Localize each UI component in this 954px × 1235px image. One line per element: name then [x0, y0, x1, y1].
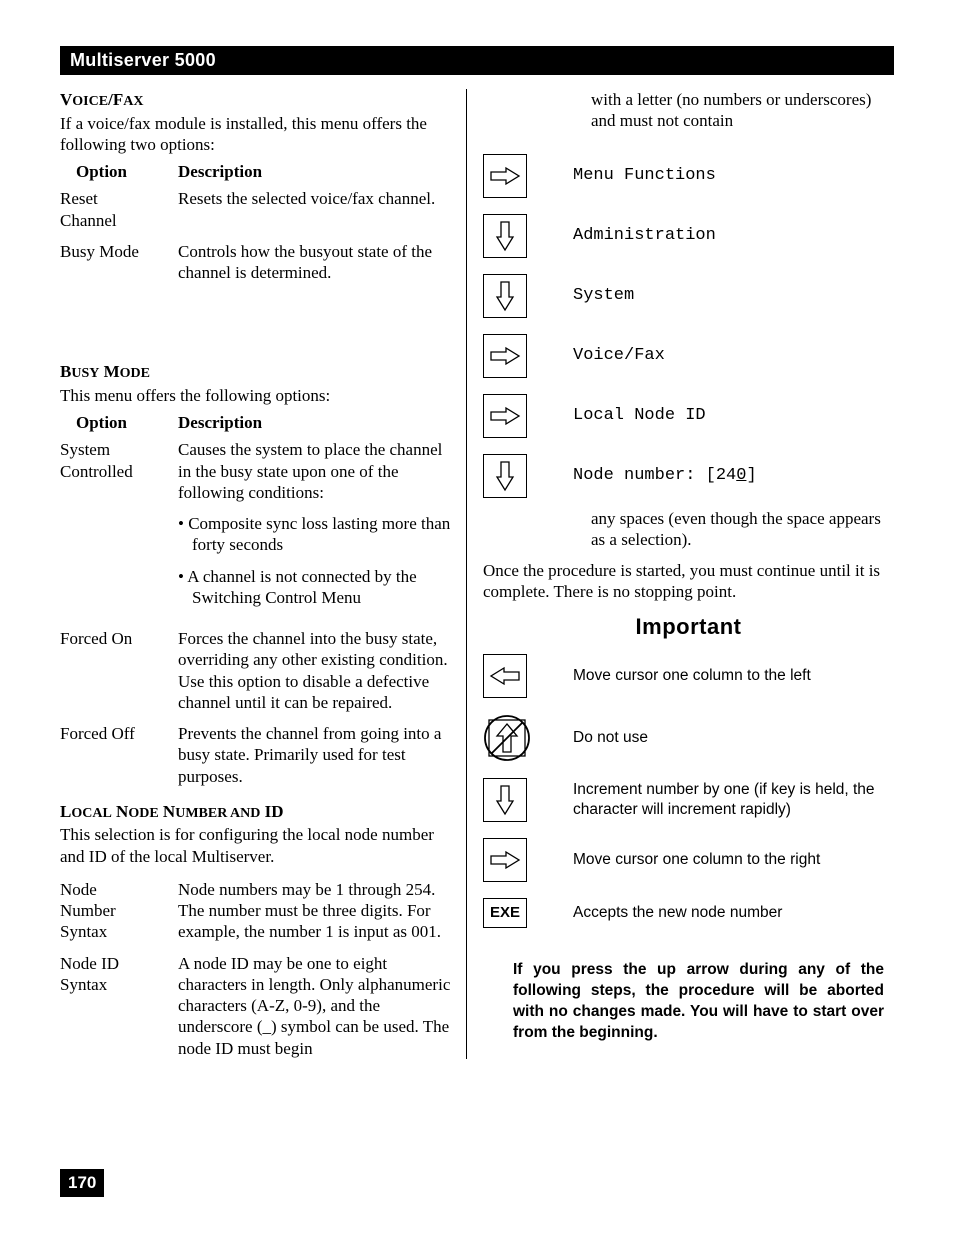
arrow-right-icon	[483, 334, 527, 378]
th-description: Description	[178, 161, 456, 182]
opt-name: Forced On	[60, 628, 178, 713]
right-column: with a letter (no numbers or underscores…	[475, 89, 894, 1059]
key-row: EXE Accepts the new node number	[483, 898, 894, 928]
th-option: Option	[60, 161, 178, 182]
opt-name: Busy Mode	[60, 241, 178, 284]
key-row: Move cursor one column to the left	[483, 654, 894, 698]
opt-name: Node Number Syntax	[60, 879, 178, 943]
opt-desc: Node numbers may be 1 through 254. The n…	[178, 879, 456, 943]
procedure-para: Once the procedure is started, you must …	[483, 560, 894, 603]
table-row: Node Number Syntax Node numbers may be 1…	[60, 879, 456, 943]
nav-row: System	[483, 274, 894, 318]
key-row: Move cursor one column to the right	[483, 838, 894, 882]
opt-desc: Resets the selected voice/fax channel.	[178, 188, 456, 231]
table-row: Busy Mode Controls how the busyout state…	[60, 241, 456, 284]
opt-name: Node ID Syntax	[60, 953, 178, 1059]
opt-desc: A node ID may be one to eight characters…	[178, 953, 456, 1059]
opt-name: Forced Off	[60, 723, 178, 787]
opt-name	[60, 513, 178, 618]
table-row: Reset Channel Resets the selected voice/…	[60, 188, 456, 231]
header-title: Multiserver 5000	[70, 50, 216, 70]
voicefax-table-head: Option Description	[60, 161, 456, 182]
nav-row: Local Node ID	[483, 394, 894, 438]
voicefax-intro: If a voice/fax module is installed, this…	[60, 113, 456, 156]
key-row: Do not use	[483, 714, 894, 762]
left-column: VOICE/FAX If a voice/fax module is insta…	[60, 89, 466, 1059]
arrow-down-icon	[483, 454, 527, 498]
table-row: Node ID Syntax A node ID may be one to e…	[60, 953, 456, 1059]
localnode-table: Node Number Syntax Node numbers may be 1…	[60, 879, 456, 1059]
header-bar: Multiserver 5000	[60, 46, 894, 75]
column-divider	[466, 89, 467, 1059]
important-heading: Important	[483, 613, 894, 641]
arrow-right-icon	[483, 838, 527, 882]
table-row: System Controlled Causes the system to p…	[60, 439, 456, 503]
bullet-item: • Composite sync loss lasting more than …	[178, 513, 456, 618]
arrow-up-crossed-icon	[483, 714, 531, 762]
warning-block: If you press the up arrow during any of …	[483, 960, 894, 1044]
opt-name: Reset Channel	[60, 188, 178, 231]
arrow-down-icon	[483, 274, 527, 318]
arrow-down-icon	[483, 778, 527, 822]
nav-label: Voice/Fax	[573, 345, 665, 366]
arrow-down-icon	[483, 214, 527, 258]
nav-label: Node number: [240]	[573, 465, 757, 486]
busymode-table: Option Description System Controlled Cau…	[60, 412, 456, 787]
th-option: Option	[60, 412, 178, 433]
localnode-heading: LOCAL NODE NUMBER AND ID	[60, 801, 456, 823]
mid-text: any spaces (even though the space appear…	[591, 508, 894, 551]
opt-desc: Controls how the busyout state of the ch…	[178, 241, 456, 284]
table-row: Forced Off Prevents the channel from goi…	[60, 723, 456, 787]
busymode-table-head: Option Description	[60, 412, 456, 433]
arrow-right-icon	[483, 394, 527, 438]
nav-row: Menu Functions	[483, 154, 894, 198]
localnode-intro: This selection is for configuring the lo…	[60, 824, 456, 867]
nav-row: Node number: [240]	[483, 454, 894, 498]
opt-name: System Controlled	[60, 439, 178, 503]
voicefax-heading: VOICE/FAX	[60, 89, 456, 111]
th-description: Description	[178, 412, 456, 433]
nav-label: Administration	[573, 225, 716, 246]
busymode-heading: BUSY MODE	[60, 361, 456, 383]
voicefax-table: Option Description Reset Channel Resets …	[60, 161, 456, 283]
arrow-left-icon	[483, 654, 527, 698]
key-label: Increment number by one (if key is held,…	[573, 780, 894, 820]
nav-label: System	[573, 285, 634, 306]
key-label: Move cursor one column to the left	[573, 666, 811, 686]
opt-desc: Prevents the channel from going into a b…	[178, 723, 456, 787]
opt-desc: Causes the system to place the channel i…	[178, 439, 456, 503]
table-row: • Composite sync loss lasting more than …	[60, 513, 456, 618]
nav-label: Local Node ID	[573, 405, 706, 426]
opt-desc: Forces the channel into the busy state, …	[178, 628, 456, 713]
key-label: Accepts the new node number	[573, 903, 782, 923]
page-number: 170	[60, 1169, 104, 1197]
table-row: Forced On Forces the channel into the bu…	[60, 628, 456, 713]
content-columns: VOICE/FAX If a voice/fax module is insta…	[60, 89, 894, 1059]
nav-label: Menu Functions	[573, 165, 716, 186]
key-row: Increment number by one (if key is held,…	[483, 778, 894, 822]
continuation-text: with a letter (no numbers or underscores…	[591, 89, 894, 132]
key-label: Move cursor one column to the right	[573, 850, 820, 870]
nav-row: Voice/Fax	[483, 334, 894, 378]
key-label: Do not use	[573, 728, 648, 748]
nav-row: Administration	[483, 214, 894, 258]
arrow-right-icon	[483, 154, 527, 198]
exe-key-icon: EXE	[483, 898, 527, 928]
busymode-intro: This menu offers the following options:	[60, 385, 456, 406]
